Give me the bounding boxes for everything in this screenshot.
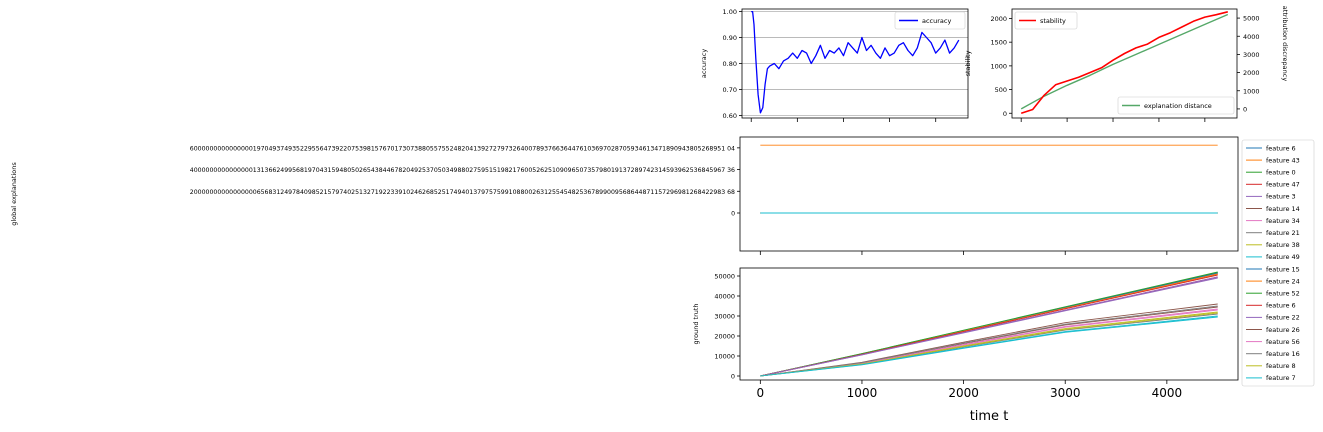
feature-legend-label: feature 16 bbox=[1266, 350, 1300, 358]
feature-legend-label: feature 38 bbox=[1266, 241, 1300, 249]
discrepancy-y-tick-label: 5000 bbox=[1243, 15, 1260, 23]
global-explanations-y-tick-label: 4000000000000000131366249956819704315948… bbox=[190, 167, 735, 174]
global-explanations-plot-frame bbox=[739, 136, 1239, 252]
stability-series-line bbox=[1020, 11, 1228, 115]
feature-legend-label: feature 24 bbox=[1266, 277, 1300, 285]
accuracy-series-line bbox=[751, 10, 960, 114]
accuracy-y-tick-label: 0.80 bbox=[723, 60, 737, 68]
ground-truth-x-tick-label: 4000 bbox=[1152, 386, 1183, 400]
accuracy-legend-label: accuracy bbox=[922, 17, 951, 25]
accuracy-y-axis-label: accuracy bbox=[700, 49, 708, 78]
ground-truth-x-tick-label: 3000 bbox=[1050, 386, 1081, 400]
feature-legend-label: feature 0 bbox=[1266, 169, 1296, 177]
explanation-distance-legend-label: explanation distance bbox=[1144, 102, 1212, 110]
accuracy-y-tick-label: 0.60 bbox=[723, 112, 737, 120]
global-explanations-y-tick-label: 2000000000000000065683124978409852157974… bbox=[190, 189, 735, 196]
stability-y-tick-label: 2000 bbox=[990, 15, 1007, 23]
ground-truth-series-line bbox=[760, 271, 1218, 377]
explanation-distance-series-line bbox=[1020, 13, 1229, 110]
accuracy-y-tick-label: 0.70 bbox=[723, 86, 737, 94]
ground-truth-y-tick-label: 40000 bbox=[714, 293, 735, 301]
ground-truth-series-line bbox=[760, 276, 1218, 377]
feature-legend-label: feature 7 bbox=[1266, 374, 1296, 382]
discrepancy-y-tick-label: 0 bbox=[1243, 105, 1247, 113]
stability-y-tick-label: 1500 bbox=[990, 39, 1007, 47]
ground-truth-y-tick-label: 30000 bbox=[714, 313, 735, 321]
feature-legend-label: feature 47 bbox=[1266, 181, 1300, 189]
feature-legend-label: feature 3 bbox=[1266, 193, 1296, 201]
global-explanations-y-tick-label: 0 bbox=[731, 211, 735, 218]
feature-legend-label: feature 49 bbox=[1266, 253, 1300, 261]
discrepancy-y-tick-label: 1000 bbox=[1243, 87, 1260, 95]
ground-truth-y-tick-label: 50000 bbox=[714, 273, 735, 281]
feature-legend-label: feature 6 bbox=[1266, 144, 1296, 152]
ground-truth-x-tick-label: 2000 bbox=[948, 386, 979, 400]
feature-legend-label: feature 15 bbox=[1266, 265, 1300, 273]
feature-legend-label: feature 34 bbox=[1266, 217, 1300, 225]
global-explanations-y-tick-label: 6000000000000000197049374935229556473922… bbox=[190, 145, 735, 152]
ground-truth-y-axis-label: ground truth bbox=[692, 303, 700, 344]
feature-legend-label: feature 52 bbox=[1266, 290, 1300, 298]
explanation-distance-legend bbox=[1117, 96, 1235, 115]
stability-plot-frame bbox=[1011, 8, 1238, 119]
ground-truth-y-tick-label: 0 bbox=[731, 373, 735, 381]
x-axis-label: time t bbox=[970, 409, 1009, 424]
feature-legend-label: feature 6 bbox=[1266, 302, 1296, 310]
ground-truth-x-tick-label: 0 bbox=[757, 386, 765, 400]
discrepancy-y-axis-label: attribution discrepancy bbox=[1281, 6, 1289, 82]
ground-truth-series-line bbox=[760, 315, 1218, 377]
feature-legend-label: feature 43 bbox=[1266, 156, 1300, 164]
feature-legend-label: feature 22 bbox=[1266, 314, 1300, 322]
ground-truth-y-tick-label: 10000 bbox=[714, 353, 735, 361]
accuracy-legend bbox=[894, 11, 966, 30]
ground-truth-series-line bbox=[760, 305, 1218, 377]
ground-truth-y-tick-label: 20000 bbox=[714, 333, 735, 341]
ground-truth-x-tick-label: 1000 bbox=[847, 386, 878, 400]
discrepancy-y-tick-label: 2000 bbox=[1243, 69, 1260, 77]
ground-truth-plot-frame bbox=[739, 267, 1239, 381]
feature-legend-label: feature 8 bbox=[1266, 362, 1296, 370]
feature-legend-label: feature 14 bbox=[1266, 205, 1300, 213]
stability-legend-label: stability bbox=[1040, 17, 1066, 25]
stability-y-tick-label: 1000 bbox=[990, 62, 1007, 70]
global-explanations-y-axis-label: global explanations bbox=[10, 162, 18, 226]
accuracy-y-tick-label: 0.90 bbox=[723, 34, 737, 42]
discrepancy-y-tick-label: 4000 bbox=[1243, 33, 1260, 41]
feature-legend-label: feature 26 bbox=[1266, 326, 1300, 334]
stability-y-tick-label: 500 bbox=[995, 86, 1007, 94]
stability-y-axis-label: stability bbox=[964, 50, 972, 76]
stability-y-tick-label: 0 bbox=[1003, 110, 1007, 118]
discrepancy-y-tick-label: 3000 bbox=[1243, 51, 1260, 59]
accuracy-y-tick-label: 1.00 bbox=[723, 8, 737, 16]
feature-legend-label: feature 56 bbox=[1266, 338, 1300, 346]
stability-legend bbox=[1014, 11, 1078, 30]
feature-legend bbox=[1241, 139, 1315, 387]
feature-legend-label: feature 21 bbox=[1266, 229, 1300, 237]
